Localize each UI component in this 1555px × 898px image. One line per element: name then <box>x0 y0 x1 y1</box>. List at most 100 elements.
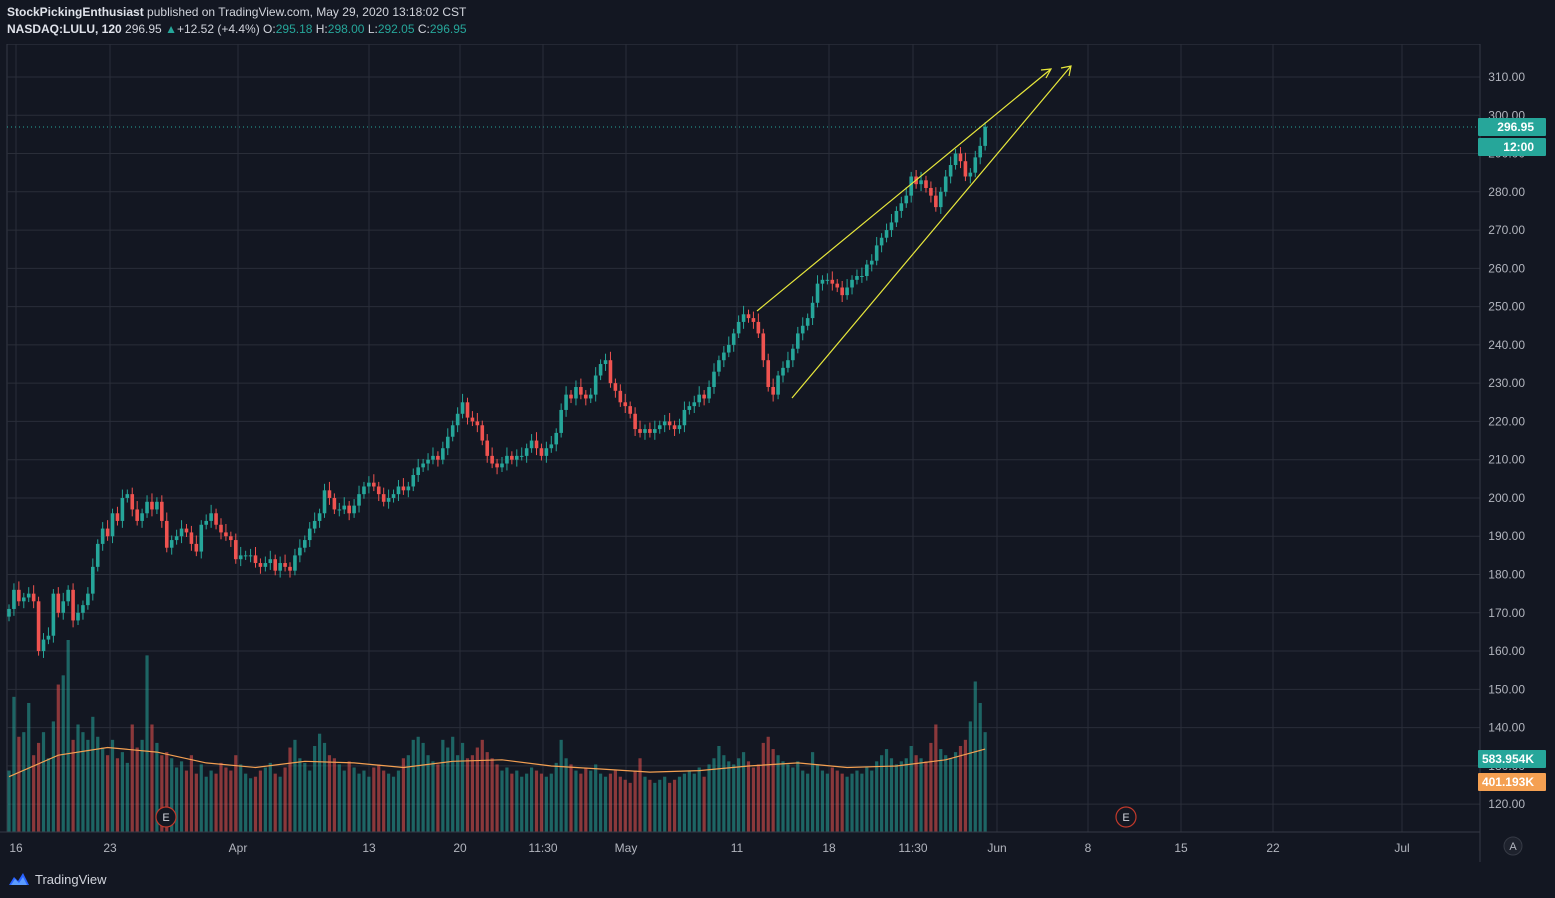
volume-bar <box>825 773 829 832</box>
volume-bar <box>835 770 839 832</box>
volume-bar <box>672 779 677 832</box>
candle-body <box>983 126 987 146</box>
candle-body <box>588 394 593 399</box>
candle-body <box>26 593 31 598</box>
candle-body <box>7 608 11 617</box>
volume-bar <box>939 749 943 832</box>
change-arrow-icon: ▲ <box>165 22 177 36</box>
wedge-lower-line <box>791 65 1072 399</box>
candle-body <box>909 176 913 196</box>
candle-body <box>436 455 440 460</box>
volume-bar <box>603 776 608 832</box>
candle-body <box>618 390 623 403</box>
candle-body <box>357 494 361 506</box>
volume-bar <box>682 773 687 832</box>
symbol-name[interactable]: NASDAQ:LULU, 120 <box>7 22 122 36</box>
volume-bar <box>815 764 820 832</box>
price-tick-label: 240.00 <box>1488 338 1525 352</box>
candle-body <box>381 494 386 502</box>
price-tick-label: 190.00 <box>1488 529 1525 543</box>
tradingview-logo[interactable]: TradingView <box>7 871 107 887</box>
volume-bar <box>406 755 410 832</box>
volume-bar <box>628 782 632 832</box>
volume-bar <box>697 767 701 832</box>
volume-bar <box>475 747 479 832</box>
candle-body <box>263 563 268 567</box>
candle-body <box>391 494 396 498</box>
author-name[interactable]: StockPickingEnthusiast <box>7 5 144 19</box>
publish-info: StockPickingEnthusiast published on Trad… <box>7 5 466 19</box>
volume-bar <box>623 779 627 832</box>
volume-ma-label: 401.193K <box>1482 775 1534 789</box>
tradingview-cloud-icon <box>9 873 29 885</box>
volume-bar <box>564 758 568 832</box>
candle-body <box>539 448 544 456</box>
volume-bar <box>456 755 460 832</box>
candle-body <box>781 367 785 376</box>
candle-body <box>677 425 682 430</box>
volume-bar <box>741 752 746 832</box>
candle-body <box>31 593 36 602</box>
volume-bar <box>613 770 617 832</box>
candle-body <box>100 528 105 544</box>
volume-bar <box>140 739 144 832</box>
volume-bar <box>239 764 243 832</box>
candle-body <box>672 425 677 430</box>
published-text: published on TradingView.com, May 29, 20… <box>147 5 467 19</box>
volume-bar <box>579 773 583 832</box>
candle-body <box>505 455 509 464</box>
candle-body <box>963 161 968 177</box>
volume-bar <box>71 739 75 832</box>
volume-bar <box>727 761 731 832</box>
volume-bar <box>692 773 696 832</box>
chart-footer <box>0 862 1555 898</box>
candle-body <box>894 210 899 223</box>
volume-bar <box>589 770 593 832</box>
candle-body <box>958 153 963 162</box>
volume-bar <box>658 779 662 832</box>
volume-bar <box>145 655 149 832</box>
volume-bars <box>7 640 987 832</box>
candle-body <box>889 222 894 231</box>
volume-bar <box>544 776 548 832</box>
countdown-label: 12:00 <box>1503 140 1534 154</box>
volume-bar <box>416 736 420 832</box>
volume-bar <box>904 758 908 832</box>
candle-body <box>332 497 337 510</box>
symbol-info: NASDAQ:LULU, 120 296.95 ▲+12.52 (+4.4%) … <box>7 22 467 36</box>
auto-scale-button[interactable] <box>1503 836 1523 856</box>
time-tick-label: 11:30 <box>528 841 557 855</box>
price-tick-label: 180.00 <box>1488 568 1525 582</box>
volume-bar <box>317 733 322 832</box>
wedge-upper-line <box>756 68 1052 312</box>
volume-bar <box>712 758 716 832</box>
arrow-head-icon <box>1040 68 1053 79</box>
candle-body <box>751 318 756 322</box>
candle-body <box>115 513 120 521</box>
candle-body <box>524 448 529 456</box>
candle-body <box>805 318 810 326</box>
volume-bar <box>717 745 721 832</box>
price-tick-label: 220.00 <box>1488 414 1525 428</box>
volume-bar <box>791 767 795 832</box>
candle-body <box>327 490 332 498</box>
candle-body <box>337 509 342 511</box>
candle-body <box>278 563 282 571</box>
volume-bar <box>396 770 401 832</box>
volume-bar <box>431 761 435 832</box>
candle-body <box>71 589 75 621</box>
candle-body <box>653 429 657 433</box>
volume-bar <box>796 761 800 832</box>
volume-bar <box>771 749 775 832</box>
volume-bar <box>973 681 977 832</box>
open-label: O: <box>263 22 276 36</box>
candle-body <box>317 513 322 521</box>
volume-bar <box>362 770 366 832</box>
candle-body <box>874 245 879 261</box>
candle-body <box>948 165 953 177</box>
time-tick-label: 15 <box>1174 841 1188 855</box>
volume-bar <box>525 773 529 832</box>
candle-body <box>253 555 258 564</box>
